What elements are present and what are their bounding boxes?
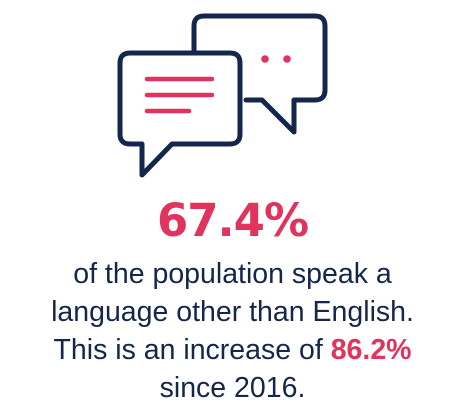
- headline-stat: 67.4%: [156, 194, 309, 247]
- description-line-1: of the population speak a: [73, 258, 392, 290]
- increase-stat: 86.2%: [330, 334, 412, 366]
- increase-prefix: This is an increase of: [53, 334, 331, 366]
- description-line-2: language other than English.: [51, 296, 414, 328]
- description-line-4: since 2016.: [159, 372, 306, 404]
- description-line-3: This is an increase of 86.2%: [0, 331, 465, 369]
- speech-bubbles-icon: [112, 6, 334, 188]
- description: of the population speak a language other…: [0, 255, 465, 407]
